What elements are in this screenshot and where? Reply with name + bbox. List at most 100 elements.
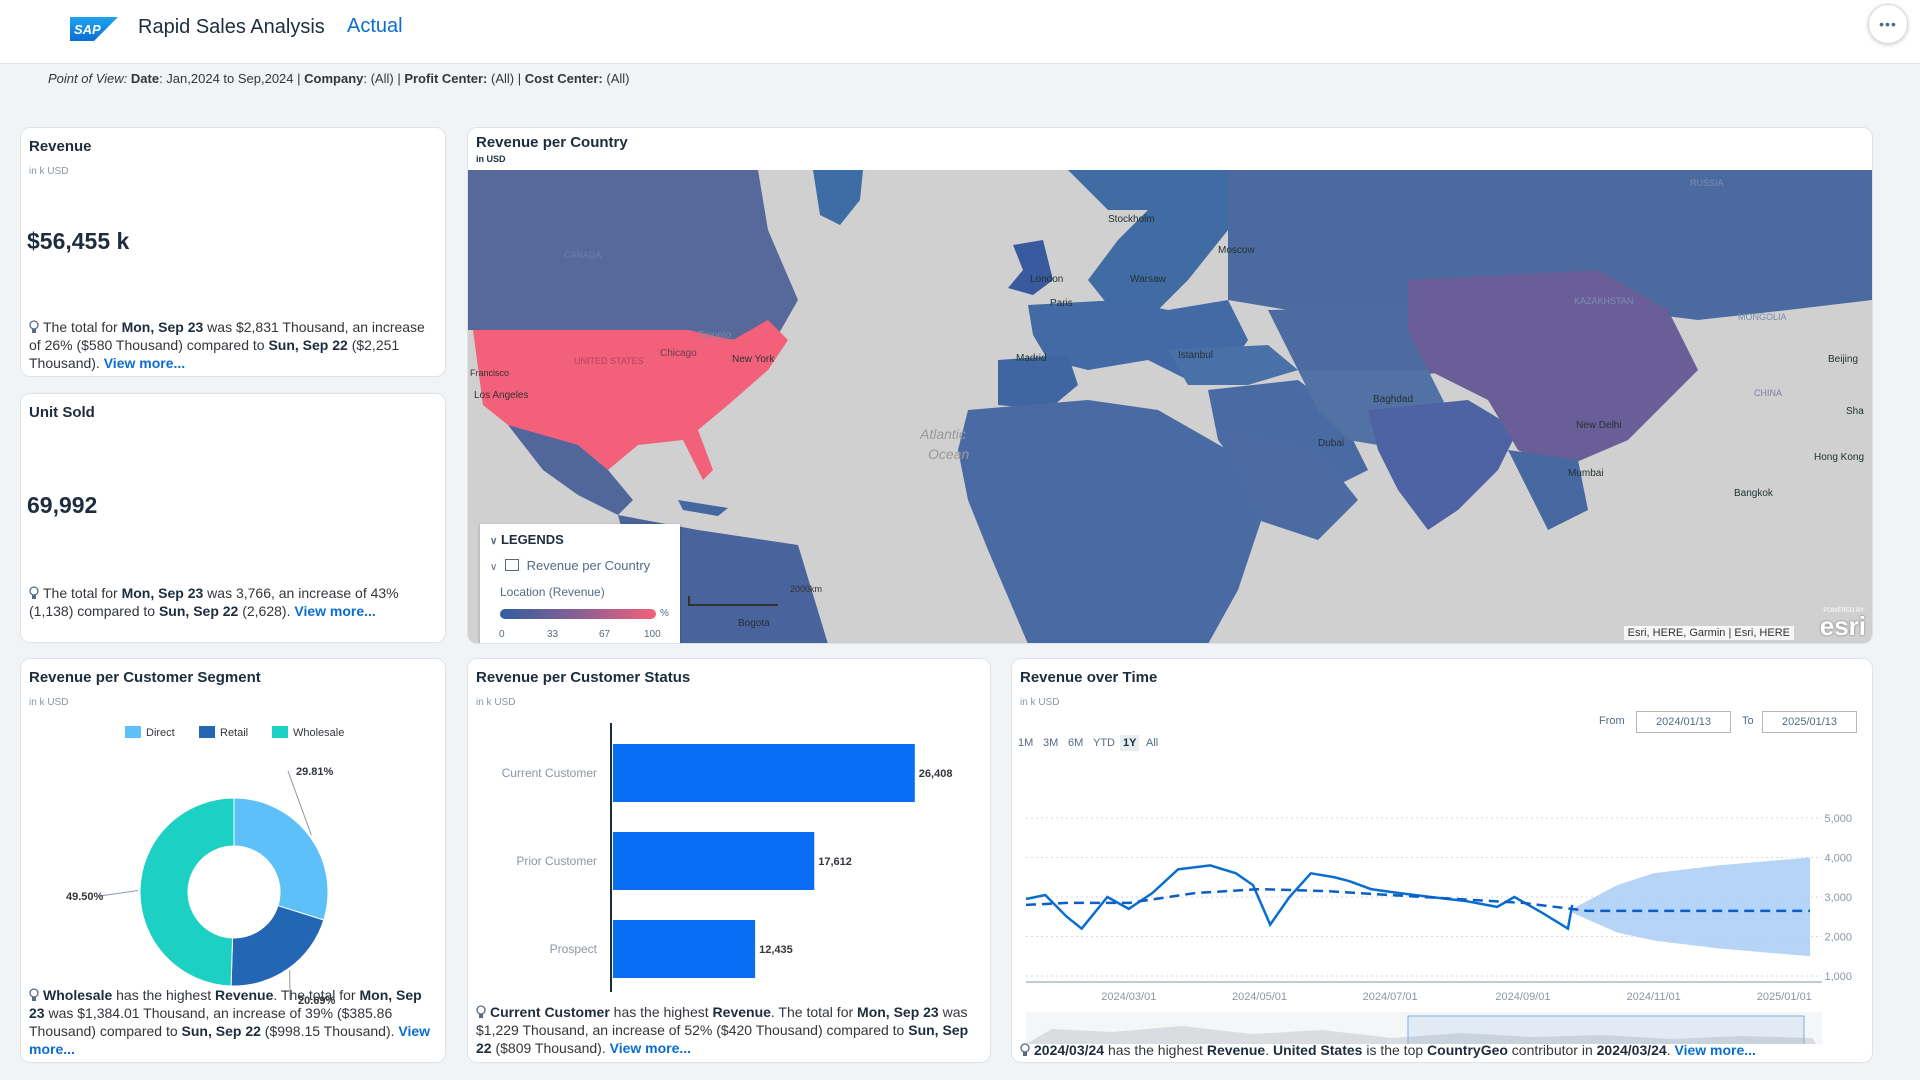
revenue-card[interactable]: Revenue in k USD $56,455 k The total for… — [20, 127, 446, 377]
bar-category-label: Current Customer — [502, 766, 597, 780]
lightbulb-icon — [1020, 1043, 1030, 1056]
legend-tick: 100 — [644, 629, 661, 640]
from-date-input[interactable]: 2024/01/13 — [1636, 711, 1731, 733]
card-unit: in USD — [476, 154, 506, 164]
insight-bold: Revenue — [1206, 1042, 1266, 1058]
range-3m-button[interactable]: 3M — [1043, 737, 1059, 749]
map-label-bangkok: Bangkok — [1734, 488, 1773, 499]
legend-label: Direct — [146, 727, 175, 739]
card-unit: in k USD — [29, 166, 69, 177]
insight-text: The total for — [43, 319, 122, 335]
legend-header[interactable]: ∨ LEGENDS — [490, 532, 564, 547]
range-1m-button[interactable]: 1M — [1018, 737, 1034, 749]
y-tick-label: 1,000 — [1824, 971, 1852, 983]
map-label-bogota: Bogota — [738, 618, 770, 629]
country-spain[interactable] — [998, 355, 1078, 410]
sap-logo[interactable]: SAP — [70, 17, 118, 41]
bar-category-label: Prior Customer — [516, 854, 597, 868]
country-africa[interactable] — [958, 400, 1268, 644]
legend-tick: 33 — [547, 629, 559, 640]
view-more-link[interactable]: View more... — [29, 1023, 431, 1057]
country-se-asia[interactable] — [1508, 450, 1588, 530]
view-more-link[interactable]: View more... — [609, 1040, 692, 1056]
bar-value-label: 17,612 — [818, 856, 852, 868]
navigator-area — [1026, 1026, 1817, 1044]
insight-bold: CountryGeo — [1427, 1042, 1508, 1058]
pov-company-label: Company — [304, 71, 364, 86]
country-canada[interactable] — [468, 170, 798, 340]
insight-text: . The total for — [770, 1004, 858, 1020]
pov-profit-value: (All) | — [491, 71, 522, 86]
map-legend[interactable]: ∨ LEGENDS ∨ Revenue per Country Location… — [480, 524, 680, 643]
view-more-link[interactable]: View more... — [1674, 1042, 1756, 1058]
range-ytd-button[interactable]: YTD — [1093, 737, 1115, 749]
insight-bold: Revenue — [712, 1004, 771, 1020]
map-label-russia: RUSSIA — [1690, 178, 1724, 188]
country-greenland[interactable] — [813, 170, 863, 225]
insight-text: is the top — [1362, 1042, 1428, 1058]
insight-text: ($998.15 Thousand). — [260, 1023, 399, 1039]
world-map[interactable]: Stockholm Moscow CANADA London Warsaw Pa… — [468, 170, 1872, 644]
country-turkey[interactable] — [1168, 345, 1298, 385]
insight-text: was $1,384.01 Thousand, an increase of 3… — [29, 1005, 393, 1039]
country-cuba[interactable] — [678, 500, 728, 516]
segment-donut-chart: Direct Retail Wholesale 29.81% 20.69% 49.50% — [66, 726, 344, 1007]
country-saudi-arabia[interactable] — [1228, 430, 1358, 540]
esri-logo[interactable]: esri — [1819, 611, 1866, 641]
lightbulb-icon — [29, 320, 39, 333]
legend-swatch — [272, 726, 288, 738]
pov-date-label: Date — [130, 71, 160, 86]
more-button[interactable]: ••• — [1868, 4, 1908, 44]
map-label-hong-kong: Hong Kong — [1814, 452, 1865, 463]
map-scale-bar — [688, 596, 778, 606]
insight-text: (2,628). — [238, 603, 295, 619]
map-label-warsaw: Warsaw — [1130, 274, 1166, 285]
insight-bold: 2024/03/24 — [1596, 1042, 1667, 1058]
legend-swatch — [199, 726, 215, 738]
customer-segment-card[interactable]: Revenue per Customer Segment in k USD Di… — [20, 658, 446, 1063]
country-china[interactable] — [1408, 270, 1698, 470]
bar-prior-customer — [613, 832, 815, 890]
lightbulb-icon — [29, 586, 39, 599]
revenue-per-country-card[interactable]: Revenue per Country in USD — [467, 127, 1873, 644]
country-scandinavia[interactable] — [1068, 170, 1228, 310]
map-label-madrid: Madrid — [1016, 353, 1047, 364]
units-sold-card[interactable]: Unit Sold 69,992 The total for Mon, Sep … — [20, 393, 446, 643]
legend-layer[interactable]: ∨ Revenue per Country — [490, 558, 650, 573]
country-india[interactable] — [1368, 400, 1518, 530]
map-label-istanbul: Istanbul — [1178, 350, 1214, 361]
country-mexico[interactable] — [508, 425, 633, 515]
units-value: 69,992 — [27, 492, 98, 518]
map-label-paris: Paris — [1050, 298, 1073, 309]
revenue-over-time-card[interactable]: Revenue over Time in k USD From 2024/01/… — [1011, 658, 1873, 1063]
range-6m-button[interactable]: 6M — [1068, 737, 1084, 749]
view-more-link[interactable]: View more... — [103, 355, 186, 371]
pov-label: Point of View: — [48, 71, 128, 86]
insight-text: was $2,831 Thousand, an increase of 26% … — [29, 319, 425, 353]
range-1y-button[interactable]: 1Y — [1120, 735, 1140, 751]
country-uk[interactable] — [1008, 240, 1053, 295]
version-label[interactable]: Actual — [347, 15, 403, 37]
map-scale-label: 2000km — [790, 584, 823, 594]
pov-profit-label: Profit Center: — [404, 71, 488, 86]
card-title: Revenue per Country — [476, 134, 628, 151]
view-more-link[interactable]: View more... — [294, 603, 376, 619]
range-all-button[interactable]: All — [1146, 737, 1159, 749]
map-label-london: London — [1030, 274, 1064, 285]
map-label-francisco: Francisco — [470, 368, 510, 378]
map-label-canada: CANADA — [564, 250, 602, 260]
insight-text: . — [1265, 1042, 1273, 1058]
revenue-insight: The total for Mon, Sep 23 was $2,831 Tho… — [29, 318, 439, 372]
point-of-view: Point of View: Date: Jan,2024 to Sep,202… — [48, 71, 630, 86]
customer-status-card[interactable]: Revenue per Customer Status in k USD Cur… — [467, 658, 991, 1063]
to-date-input[interactable]: 2025/01/13 — [1762, 711, 1857, 733]
donut-slice-wholesale — [139, 797, 235, 987]
map-label-new-delhi: New Delhi — [1576, 420, 1622, 431]
revenue-line-chart[interactable]: 1,000 2,000 3,000 4,000 5,000 2024/03/01 2024/… — [1012, 754, 1873, 1044]
chevron-down-icon: ∨ — [490, 536, 498, 547]
donut-value-label: 20.69% — [298, 995, 336, 1007]
country-russia[interactable] — [1228, 170, 1872, 320]
chevron-down-icon: ∨ — [490, 562, 498, 573]
insight-bold: Mon, Sep 23 — [121, 319, 204, 335]
insight-bold: Sun, Sep 22 — [181, 1023, 261, 1039]
